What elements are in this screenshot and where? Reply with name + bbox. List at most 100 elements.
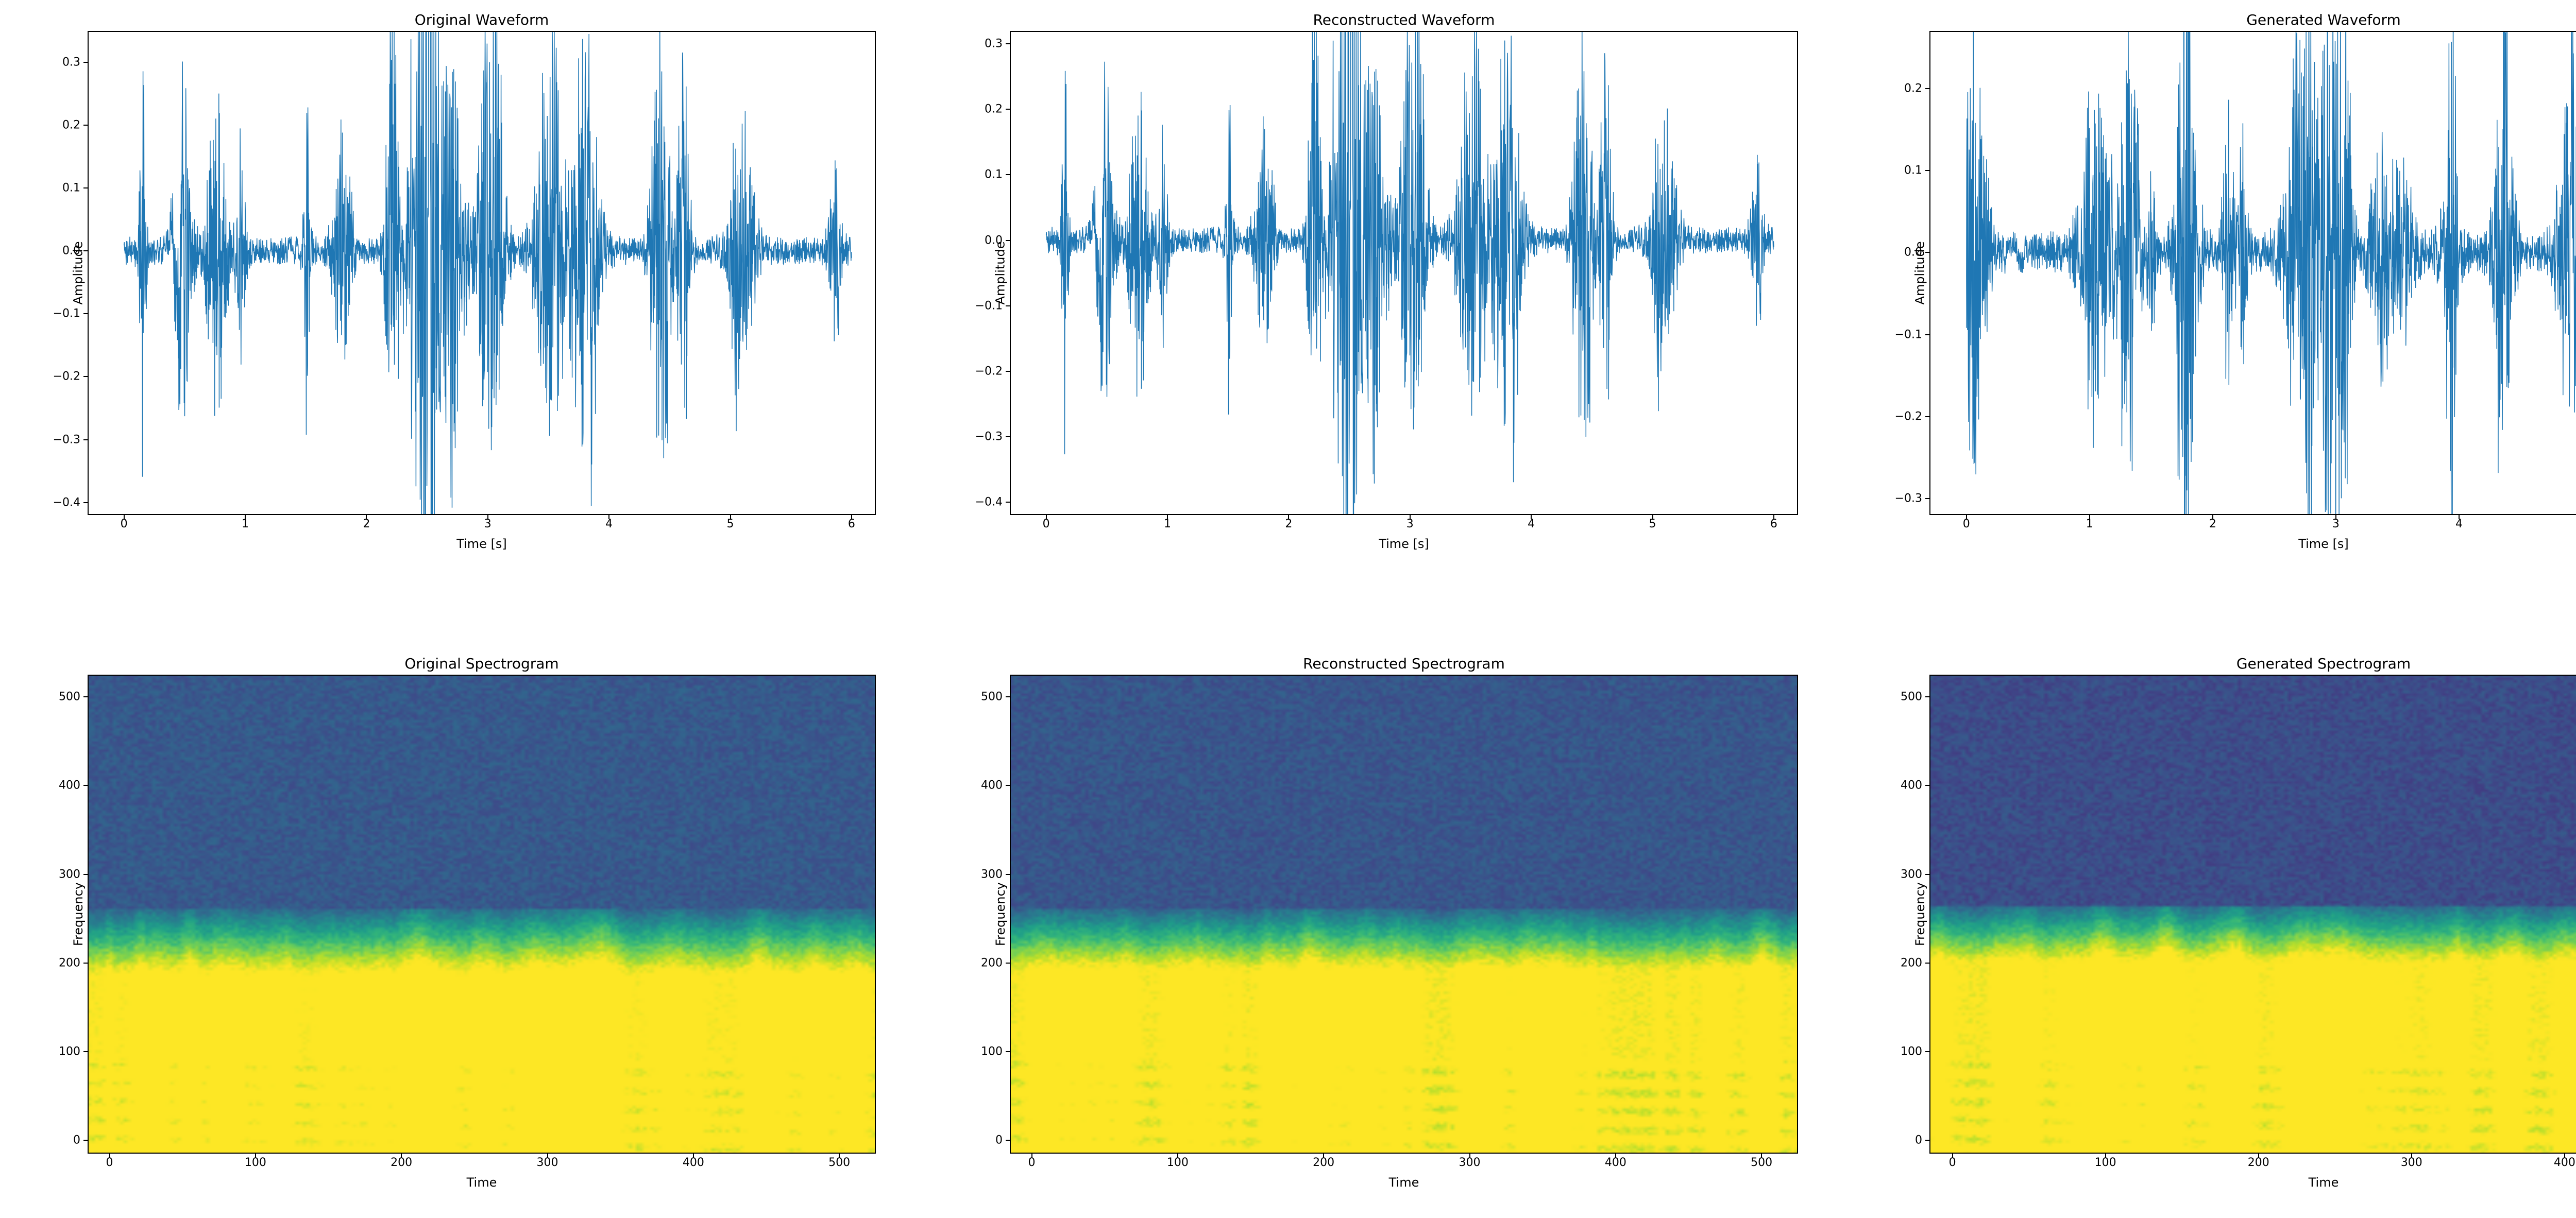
xtick-label: 0	[1949, 1156, 1956, 1169]
ytick-label: −0.1	[53, 307, 80, 320]
xtick-label: 400	[2554, 1156, 2575, 1169]
ytick-label: 0.2	[62, 119, 80, 132]
ytick-mark	[1925, 498, 1929, 499]
ytick-mark	[1925, 1051, 1929, 1052]
ytick-mark	[1006, 874, 1010, 875]
ylabel: Frequency	[71, 882, 86, 946]
ytick-label: 100	[59, 1045, 80, 1058]
panel-gen_spec: Generated SpectrogramFrequencyTime010020…	[1929, 675, 2576, 1154]
ytick-label: −0.3	[975, 430, 1003, 443]
ytick-label: 300	[981, 868, 1003, 881]
xtick-label: 2	[2209, 518, 2216, 530]
ylabel: Frequency	[1913, 882, 1927, 946]
ytick-label: −0.1	[975, 299, 1003, 312]
ytick-label: 0	[1915, 1134, 1922, 1147]
ytick-mark	[1006, 963, 1010, 964]
panel-gen_wave: Generated WaveformAmplitudeTime [s]01234…	[1929, 31, 2576, 515]
xtick-label: 200	[2248, 1156, 2269, 1169]
ytick-label: 0	[995, 1134, 1003, 1147]
ytick-mark	[83, 376, 88, 377]
xtick-label: 2	[363, 518, 370, 530]
ytick-mark	[1925, 1140, 1929, 1141]
ytick-mark	[1006, 785, 1010, 786]
panel-title: Generated Waveform	[1929, 11, 2576, 28]
xtick-label: 4	[2455, 518, 2463, 530]
figure-root: Original WaveformAmplitudeTime [s]012345…	[0, 0, 2576, 1218]
plot-area	[1010, 31, 1798, 515]
ytick-mark	[1925, 88, 1929, 89]
ytick-label: 0.2	[985, 103, 1003, 116]
waveform-line	[124, 31, 852, 515]
panel-recon_spec: Reconstructed SpectrogramFrequencyTime01…	[1010, 675, 1798, 1154]
ytick-mark	[1006, 502, 1010, 503]
ytick-mark	[83, 1051, 88, 1052]
xlabel: Time	[1010, 1175, 1798, 1190]
xlabel: Time [s]	[1929, 537, 2576, 551]
xtick-label: 0	[1043, 518, 1050, 530]
xtick-label: 6	[848, 518, 855, 530]
ytick-label: 100	[1901, 1045, 1922, 1058]
ytick-label: 0.0	[1904, 246, 1922, 259]
ytick-label: 500	[981, 691, 1003, 704]
ytick-mark	[1925, 963, 1929, 964]
panel-orig_wave: Original WaveformAmplitudeTime [s]012345…	[88, 31, 876, 515]
ytick-label: 200	[1901, 956, 1922, 969]
panel-orig_spec: Original SpectrogramFrequencyTime0100200…	[88, 675, 876, 1154]
plot-area	[88, 31, 876, 515]
xtick-label: 100	[2095, 1156, 2116, 1169]
ytick-mark	[83, 439, 88, 440]
xtick-label: 0	[106, 1156, 113, 1169]
ytick-mark	[83, 502, 88, 503]
ytick-label: 400	[1901, 779, 1922, 792]
ytick-label: 0.3	[985, 38, 1003, 50]
xtick-label: 3	[2332, 518, 2340, 530]
ytick-label: −0.3	[53, 433, 80, 446]
ytick-label: 0.1	[62, 182, 80, 195]
ytick-label: −0.2	[1895, 410, 1922, 423]
ytick-label: 500	[59, 691, 80, 704]
ytick-mark	[1006, 436, 1010, 437]
ytick-label: 0.3	[62, 56, 80, 69]
ytick-label: 300	[59, 868, 80, 881]
ytick-label: 0.0	[985, 234, 1003, 247]
xtick-label: 5	[727, 518, 734, 530]
ytick-mark	[83, 785, 88, 786]
ytick-label: −0.4	[975, 495, 1003, 508]
ytick-label: −0.3	[1895, 492, 1922, 505]
spectrogram-image	[88, 675, 876, 1154]
xlabel: Time [s]	[88, 537, 876, 551]
xtick-label: 2	[1285, 518, 1292, 530]
xtick-label: 1	[2086, 518, 2093, 530]
waveform-line	[1967, 31, 2576, 515]
ytick-mark	[1925, 696, 1929, 697]
xtick-label: 0	[1028, 1156, 1036, 1169]
ytick-mark	[83, 874, 88, 875]
xtick-label: 400	[1605, 1156, 1626, 1169]
ytick-mark	[1006, 371, 1010, 372]
xtick-label: 0	[121, 518, 128, 530]
waveform-line	[1046, 31, 1774, 515]
ytick-label: 0.1	[985, 168, 1003, 181]
plot-area	[1929, 675, 2576, 1154]
xtick-label: 500	[1751, 1156, 1772, 1169]
xtick-label: 1	[1164, 518, 1171, 530]
ytick-label: 200	[981, 956, 1003, 969]
xtick-label: 300	[2401, 1156, 2422, 1169]
spectrogram-image	[1929, 675, 2576, 1154]
ytick-mark	[1925, 874, 1929, 875]
panel-title: Original Waveform	[88, 11, 876, 28]
waveform-plot	[88, 31, 876, 515]
plot-area	[1929, 31, 2576, 515]
ytick-mark	[83, 250, 88, 251]
panel-recon_wave: Reconstructed WaveformAmplitudeTime [s]0…	[1010, 31, 1798, 515]
ytick-mark	[1006, 43, 1010, 44]
xtick-label: 4	[605, 518, 613, 530]
ytick-mark	[1006, 109, 1010, 110]
waveform-plot	[1929, 31, 2576, 515]
ytick-mark	[83, 696, 88, 697]
xtick-label: 200	[1313, 1156, 1334, 1169]
ytick-mark	[1006, 240, 1010, 241]
ytick-mark	[1925, 170, 1929, 171]
xtick-label: 1	[242, 518, 249, 530]
xtick-label: 400	[683, 1156, 704, 1169]
